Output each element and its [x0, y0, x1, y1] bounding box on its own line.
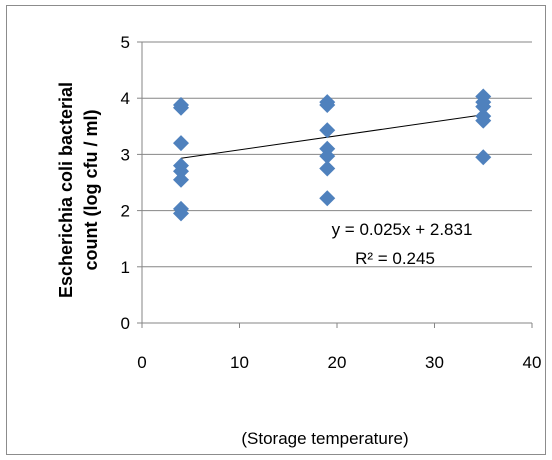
data-point-14 — [319, 190, 336, 207]
x-axis-title: (Storage temperature) — [241, 429, 408, 448]
y-tick-label-2: 2 — [121, 202, 130, 221]
y-tick-label-4: 4 — [121, 89, 130, 108]
y-tick-label-1: 1 — [121, 258, 130, 277]
data-point-12 — [319, 148, 336, 165]
data-point-19 — [475, 112, 492, 129]
axes — [137, 41, 533, 328]
data-point-5 — [173, 171, 189, 188]
x-tick-label-30: 30 — [425, 353, 444, 372]
data-points — [173, 88, 492, 222]
y-tick-labels: 0 1 2 3 4 5 — [121, 33, 130, 333]
data-point-9 — [319, 96, 336, 113]
y-axis-title-line-2: count (log cfu / ml) — [81, 110, 101, 271]
r-squared-label: R² = 0.245 — [355, 249, 435, 268]
y-axis-title-line-1: Escherichia coli bacterial — [56, 82, 76, 298]
trendline-equation: y = 0.025x + 2.831 — [332, 220, 473, 239]
data-point-10 — [319, 122, 336, 139]
y-tick-label-5: 5 — [121, 33, 130, 52]
x-tick-label-40: 40 — [523, 353, 542, 372]
trendline — [180, 114, 484, 159]
data-point-1 — [173, 99, 189, 116]
x-tick-label-10: 10 — [230, 353, 249, 372]
x-tick-label-20: 20 — [328, 353, 347, 372]
data-point-4 — [173, 163, 189, 180]
data-point-2 — [173, 135, 189, 152]
data-point-7 — [173, 205, 189, 222]
y-tick-label-3: 3 — [121, 145, 130, 164]
x-tick-labels: 0 10 20 30 40 — [137, 353, 541, 372]
data-point-20 — [475, 149, 492, 166]
x-tick-label-0: 0 — [137, 353, 146, 372]
chart-frame — [6, 5, 546, 455]
y-tick-label-0: 0 — [121, 314, 130, 333]
data-point-13 — [319, 160, 336, 177]
data-point-17 — [475, 98, 492, 115]
